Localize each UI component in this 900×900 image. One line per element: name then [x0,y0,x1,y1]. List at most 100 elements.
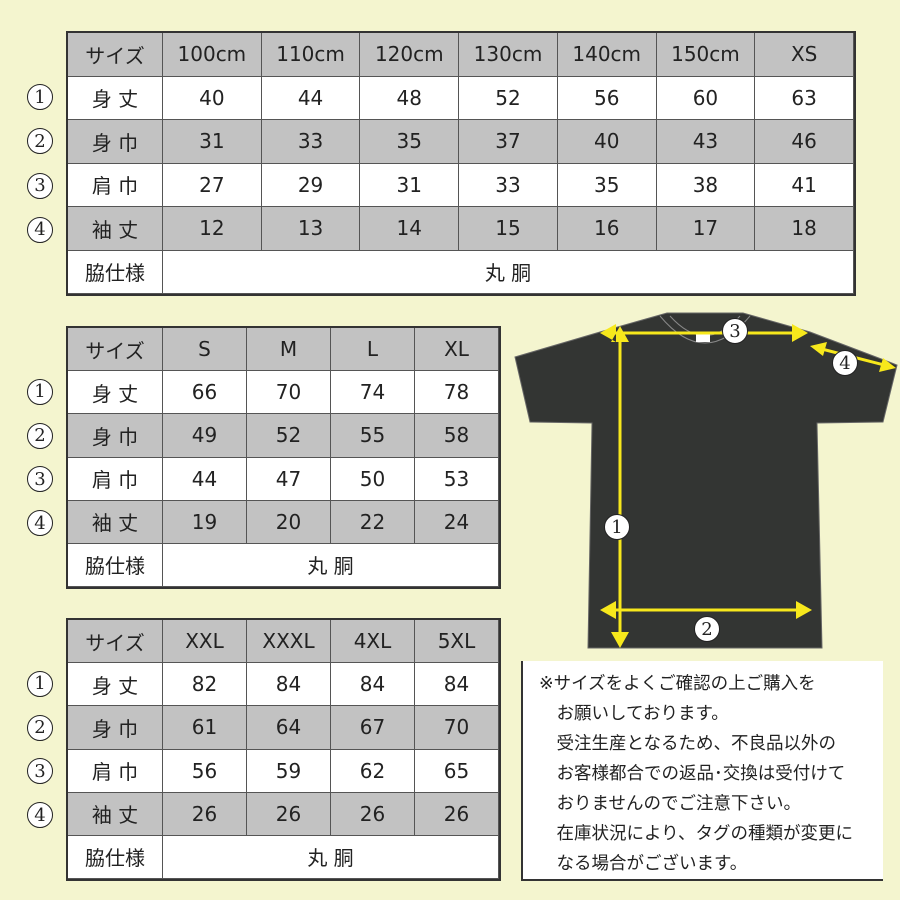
row-number-4: 4 [27,216,53,243]
row-number-4: 4 [27,510,53,537]
table-cell: 33 [261,120,361,164]
table-cell: 84 [415,663,499,707]
row-label: 袖 丈 [68,500,163,544]
column-header: XXL [163,620,247,664]
table-cell: 50 [331,457,415,501]
table-cell: 27 [163,163,262,207]
table-cell: 52 [459,76,558,120]
size-table-2: サイズ S M L XL 身 丈 66 70 74 78 身 巾 49 52 55 58 肩 巾 44 47 50 5… [66,326,501,589]
note-line: 在庫状況により、タグの種類が変更に [539,824,853,844]
table-cell: 26 [331,792,415,836]
note-line: お願いしております。 [539,704,729,724]
row-label: 身 巾 [68,414,163,458]
row-label: 袖 丈 [68,207,163,251]
column-header: 130cm [459,33,558,77]
table-cell: 24 [415,500,499,544]
table-cell: 13 [261,207,361,251]
column-header: XL [415,328,499,372]
column-header: S [163,328,247,372]
diagram-label-3: 3 [722,318,748,344]
table-cell: 78 [415,371,499,415]
note-line: お客様都合での返品･交換は受付けて [539,764,846,784]
table-cell: 44 [261,76,361,120]
table-cell: 40 [163,76,262,120]
row-number-3: 3 [27,172,53,199]
side-seam-label: 脇仕様 [68,543,163,587]
table-cell: 35 [557,163,657,207]
table-cell: 43 [656,120,756,164]
table-cell: 48 [360,76,460,120]
table-cell: 55 [331,414,415,458]
row-number-1: 1 [27,378,53,405]
row-label: 袖 丈 [68,792,163,836]
table-cell: 84 [331,663,415,707]
column-header: 5XL [415,620,499,664]
table-cell: 59 [247,749,331,793]
table-cell: 26 [247,792,331,836]
notice-box: ※サイズをよくご確認の上ご購入を お願いしております。 受注生産となるため、不良… [521,661,883,881]
table-cell: 26 [163,792,247,836]
column-header: M [247,328,331,372]
table-cell: 65 [415,749,499,793]
table-cell: 74 [331,371,415,415]
row-number-2: 2 [27,422,53,449]
row-label: 肩 巾 [68,749,163,793]
table-cell: 20 [247,500,331,544]
side-seam-value: 丸 胴 [163,835,499,879]
column-header: XXXL [247,620,331,664]
table-cell: 14 [360,207,460,251]
table-cell: 31 [163,120,262,164]
table-cell: 40 [557,120,657,164]
size-table-3: サイズ XXL XXXL 4XL 5XL 身 丈 82 84 84 84 身 巾 61 64 67 70 肩 … [66,618,501,881]
table-cell: 53 [415,457,499,501]
table-cell: 58 [415,414,499,458]
row-label: 身 丈 [68,663,163,707]
table-cell: 47 [247,457,331,501]
table-cell: 49 [163,414,247,458]
table-cell: 22 [331,500,415,544]
table-cell: 19 [163,500,247,544]
table-cell: 63 [755,76,854,120]
table-cell: 56 [557,76,657,120]
note-line: ※サイズをよくご確認の上ご購入を [539,674,816,694]
note-line: おりませんのでご注意下さい。 [539,794,801,814]
side-seam-value: 丸 胴 [163,543,499,587]
tshirt-shape [514,312,898,649]
table-cell: 26 [415,792,499,836]
table-cell: 62 [331,749,415,793]
table-cell: 66 [163,371,247,415]
row-number-4: 4 [27,802,53,829]
side-seam-value: 丸 胴 [163,250,854,294]
table-cell: 46 [755,120,854,164]
table-cell: 29 [261,163,361,207]
note-line: なる場合がございます。 [539,854,748,874]
side-seam-label: 脇仕様 [68,250,163,294]
table-cell: 15 [459,207,558,251]
row-number-2: 2 [27,714,53,741]
column-header: 4XL [331,620,415,664]
table-cell: 70 [415,706,499,750]
table-cell: 52 [247,414,331,458]
row-number-3: 3 [27,466,53,493]
row-label: 身 巾 [68,706,163,750]
diagram-label-1: 1 [604,514,630,540]
table-cell: 67 [331,706,415,750]
measurement-arrows [600,324,896,648]
table-cell: 64 [247,706,331,750]
table-cell: 16 [557,207,657,251]
table-cell: 70 [247,371,331,415]
table-cell: 56 [163,749,247,793]
diagram-label-2: 2 [694,616,720,642]
row-label: 身 丈 [68,76,163,120]
tag [696,334,710,342]
note-line: 受注生産となるため、不良品以外の [539,734,836,754]
table-cell: 60 [656,76,756,120]
row-label: 肩 巾 [68,457,163,501]
table-cell: 82 [163,663,247,707]
column-header: 150cm [656,33,756,77]
size-header-label: サイズ [68,328,163,372]
table-cell: 12 [163,207,262,251]
table-cell: 44 [163,457,247,501]
size-header-label: サイズ [68,620,163,664]
table-cell: 41 [755,163,854,207]
